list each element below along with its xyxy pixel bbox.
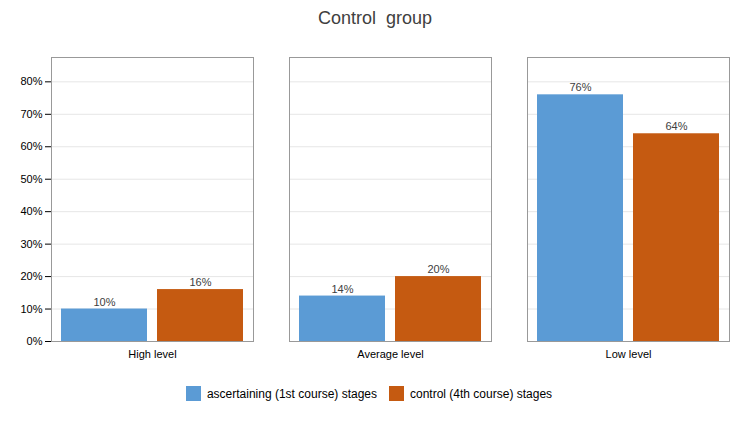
svg-text:High level: High level: [128, 348, 176, 360]
html-text:ascertaining (1st course) stag: ascertaining (1st course) stages: [206, 386, 377, 401]
svg-text:60%: 60%: [20, 140, 42, 152]
svg-text:30%: 30%: [20, 238, 42, 250]
html-text:Control group: Control group: [318, 8, 432, 28]
svg-text:20%: 20%: [427, 263, 449, 275]
svg-text:Low level: Low level: [606, 348, 652, 360]
svg-text:80%: 80%: [20, 75, 42, 87]
svg-text:20%: 20%: [20, 270, 42, 282]
svg-text:50%: 50%: [20, 173, 42, 185]
svg-text:10%: 10%: [20, 303, 42, 315]
html-text:control (4th course) stages: control (4th course) stages: [410, 386, 553, 401]
svg-text:10%: 10%: [93, 296, 115, 308]
svg-text:14%: 14%: [331, 283, 353, 295]
svg-text:Average level: Average level: [357, 348, 423, 360]
svg-text:70%: 70%: [20, 108, 42, 120]
svg-text:76%: 76%: [569, 81, 591, 93]
svg-text:16%: 16%: [189, 276, 211, 288]
svg-text:64%: 64%: [665, 120, 687, 132]
svg-text:40%: 40%: [20, 205, 42, 217]
svg-text:0%: 0%: [27, 335, 43, 347]
